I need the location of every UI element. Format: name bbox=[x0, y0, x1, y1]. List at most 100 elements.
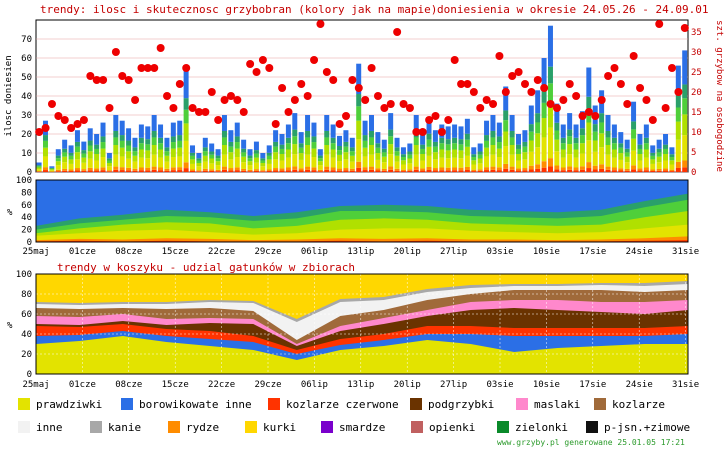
report-bar bbox=[164, 137, 170, 172]
effectiveness-dot bbox=[201, 108, 210, 116]
report-bar-segment bbox=[643, 170, 649, 172]
report-bar-segment bbox=[202, 161, 208, 169]
report-bar-segment bbox=[138, 143, 144, 150]
panel2-xtick: 20lip bbox=[394, 247, 421, 257]
legend-label: p-jsn.+zimowe bbox=[604, 421, 690, 434]
report-bar bbox=[432, 130, 438, 172]
report-bar-segment bbox=[170, 142, 176, 149]
report-bar-segment bbox=[611, 170, 617, 172]
legend-swatch bbox=[90, 421, 102, 433]
panel2-ytick: 0 bbox=[27, 238, 32, 248]
report-bar-segment bbox=[656, 170, 662, 172]
report-bar-segment bbox=[106, 158, 112, 161]
report-bar-segment bbox=[317, 171, 323, 172]
report-bar-segment bbox=[337, 154, 343, 162]
report-bar bbox=[74, 130, 80, 172]
report-bar-segment bbox=[675, 107, 681, 122]
report-bar-segment bbox=[586, 122, 592, 141]
report-bar-segment bbox=[496, 136, 502, 143]
report-bar-segment bbox=[420, 170, 426, 172]
report-bar-segment bbox=[675, 161, 681, 168]
report-bar-segment bbox=[567, 154, 573, 167]
report-bar bbox=[183, 69, 189, 172]
report-bar-segment bbox=[375, 147, 381, 154]
legend-swatch bbox=[516, 398, 528, 410]
report-bar-segment bbox=[74, 146, 80, 153]
legend-item: kurki bbox=[245, 421, 296, 434]
effectiveness-dot bbox=[616, 80, 625, 88]
report-bar-segment bbox=[471, 147, 477, 155]
panel2-xtick: 13lip bbox=[347, 247, 374, 257]
panel2-xtick: 10sie bbox=[533, 247, 560, 257]
panel3-xtick: 03sie bbox=[486, 380, 513, 390]
report-bar-segment bbox=[132, 147, 138, 152]
report-bar-segment bbox=[62, 170, 68, 172]
report-bar-segment bbox=[190, 152, 196, 156]
report-bar-segment bbox=[55, 169, 61, 172]
report-bar-segment bbox=[599, 168, 605, 172]
report-bar-segment bbox=[535, 147, 541, 165]
report-bar-segment bbox=[170, 136, 176, 143]
report-bar-segment bbox=[42, 140, 48, 148]
panel3-xtick: 06lip bbox=[301, 380, 328, 390]
report-bar-segment bbox=[266, 155, 272, 160]
effectiveness-dot bbox=[329, 76, 338, 84]
report-bar-segment bbox=[126, 140, 132, 146]
report-bar-segment bbox=[292, 129, 298, 137]
report-bar-segment bbox=[458, 126, 464, 140]
report-bar-segment bbox=[273, 141, 279, 147]
report-bar-segment bbox=[388, 129, 394, 137]
report-bar-segment bbox=[42, 170, 48, 172]
legend-item: p-jsn.+zimowe bbox=[586, 421, 690, 434]
report-bar-segment bbox=[183, 140, 189, 163]
report-bar-segment bbox=[228, 146, 234, 153]
report-bar-segment bbox=[292, 113, 298, 130]
report-bar-segment bbox=[113, 169, 119, 172]
report-bar-segment bbox=[682, 160, 688, 168]
panel-effectiveness: 0 20 40 60 80 100% 25maj 01cze 08cze 15cze 22cze 29… bbox=[7, 176, 699, 257]
report-bar-segment bbox=[528, 151, 534, 166]
effectiveness-dot bbox=[35, 128, 44, 136]
report-bar-segment bbox=[413, 154, 419, 167]
report-bar-segment bbox=[158, 124, 164, 138]
legend-label: kurki bbox=[263, 421, 296, 434]
report-bar-segment bbox=[349, 161, 355, 169]
report-bar-segment bbox=[541, 58, 547, 90]
report-bar-segment bbox=[560, 170, 566, 172]
report-bar bbox=[388, 113, 394, 172]
report-bar-segment bbox=[145, 167, 151, 171]
report-bar bbox=[177, 120, 183, 172]
report-bar-segment bbox=[484, 170, 490, 172]
report-bar-segment bbox=[656, 139, 662, 149]
report-bar-segment bbox=[509, 115, 515, 131]
report-bar-segment bbox=[68, 169, 74, 171]
report-bar-segment bbox=[221, 115, 227, 131]
legend-swatch bbox=[245, 421, 257, 433]
report-bar-segment bbox=[273, 146, 279, 153]
report-bar-segment bbox=[471, 160, 477, 165]
effectiveness-dot bbox=[655, 20, 664, 28]
report-bar-segment bbox=[132, 168, 138, 171]
report-bar bbox=[119, 120, 125, 172]
report-bar-segment bbox=[330, 157, 336, 168]
effectiveness-dot bbox=[303, 92, 312, 100]
report-bar-segment bbox=[119, 120, 125, 136]
report-bar-segment bbox=[413, 169, 419, 172]
report-bar-segment bbox=[164, 147, 170, 152]
report-bar-segment bbox=[177, 135, 183, 141]
effectiveness-band bbox=[36, 224, 688, 242]
report-bar-segment bbox=[273, 152, 279, 160]
report-bar-segment bbox=[420, 134, 426, 145]
report-bar-segment bbox=[400, 154, 406, 158]
report-bar-segment bbox=[643, 149, 649, 158]
report-bar-segment bbox=[349, 168, 355, 171]
report-bar-segment bbox=[682, 50, 688, 85]
panel1-ytick: 30 bbox=[21, 111, 32, 121]
report-bar-segment bbox=[74, 170, 80, 172]
panel3-ytick: 20 bbox=[21, 350, 32, 360]
report-bar-segment bbox=[132, 137, 138, 148]
report-bar-segment bbox=[190, 145, 196, 153]
report-bar bbox=[656, 139, 662, 172]
report-bar-segment bbox=[68, 170, 74, 172]
effectiveness-dot bbox=[265, 64, 274, 72]
